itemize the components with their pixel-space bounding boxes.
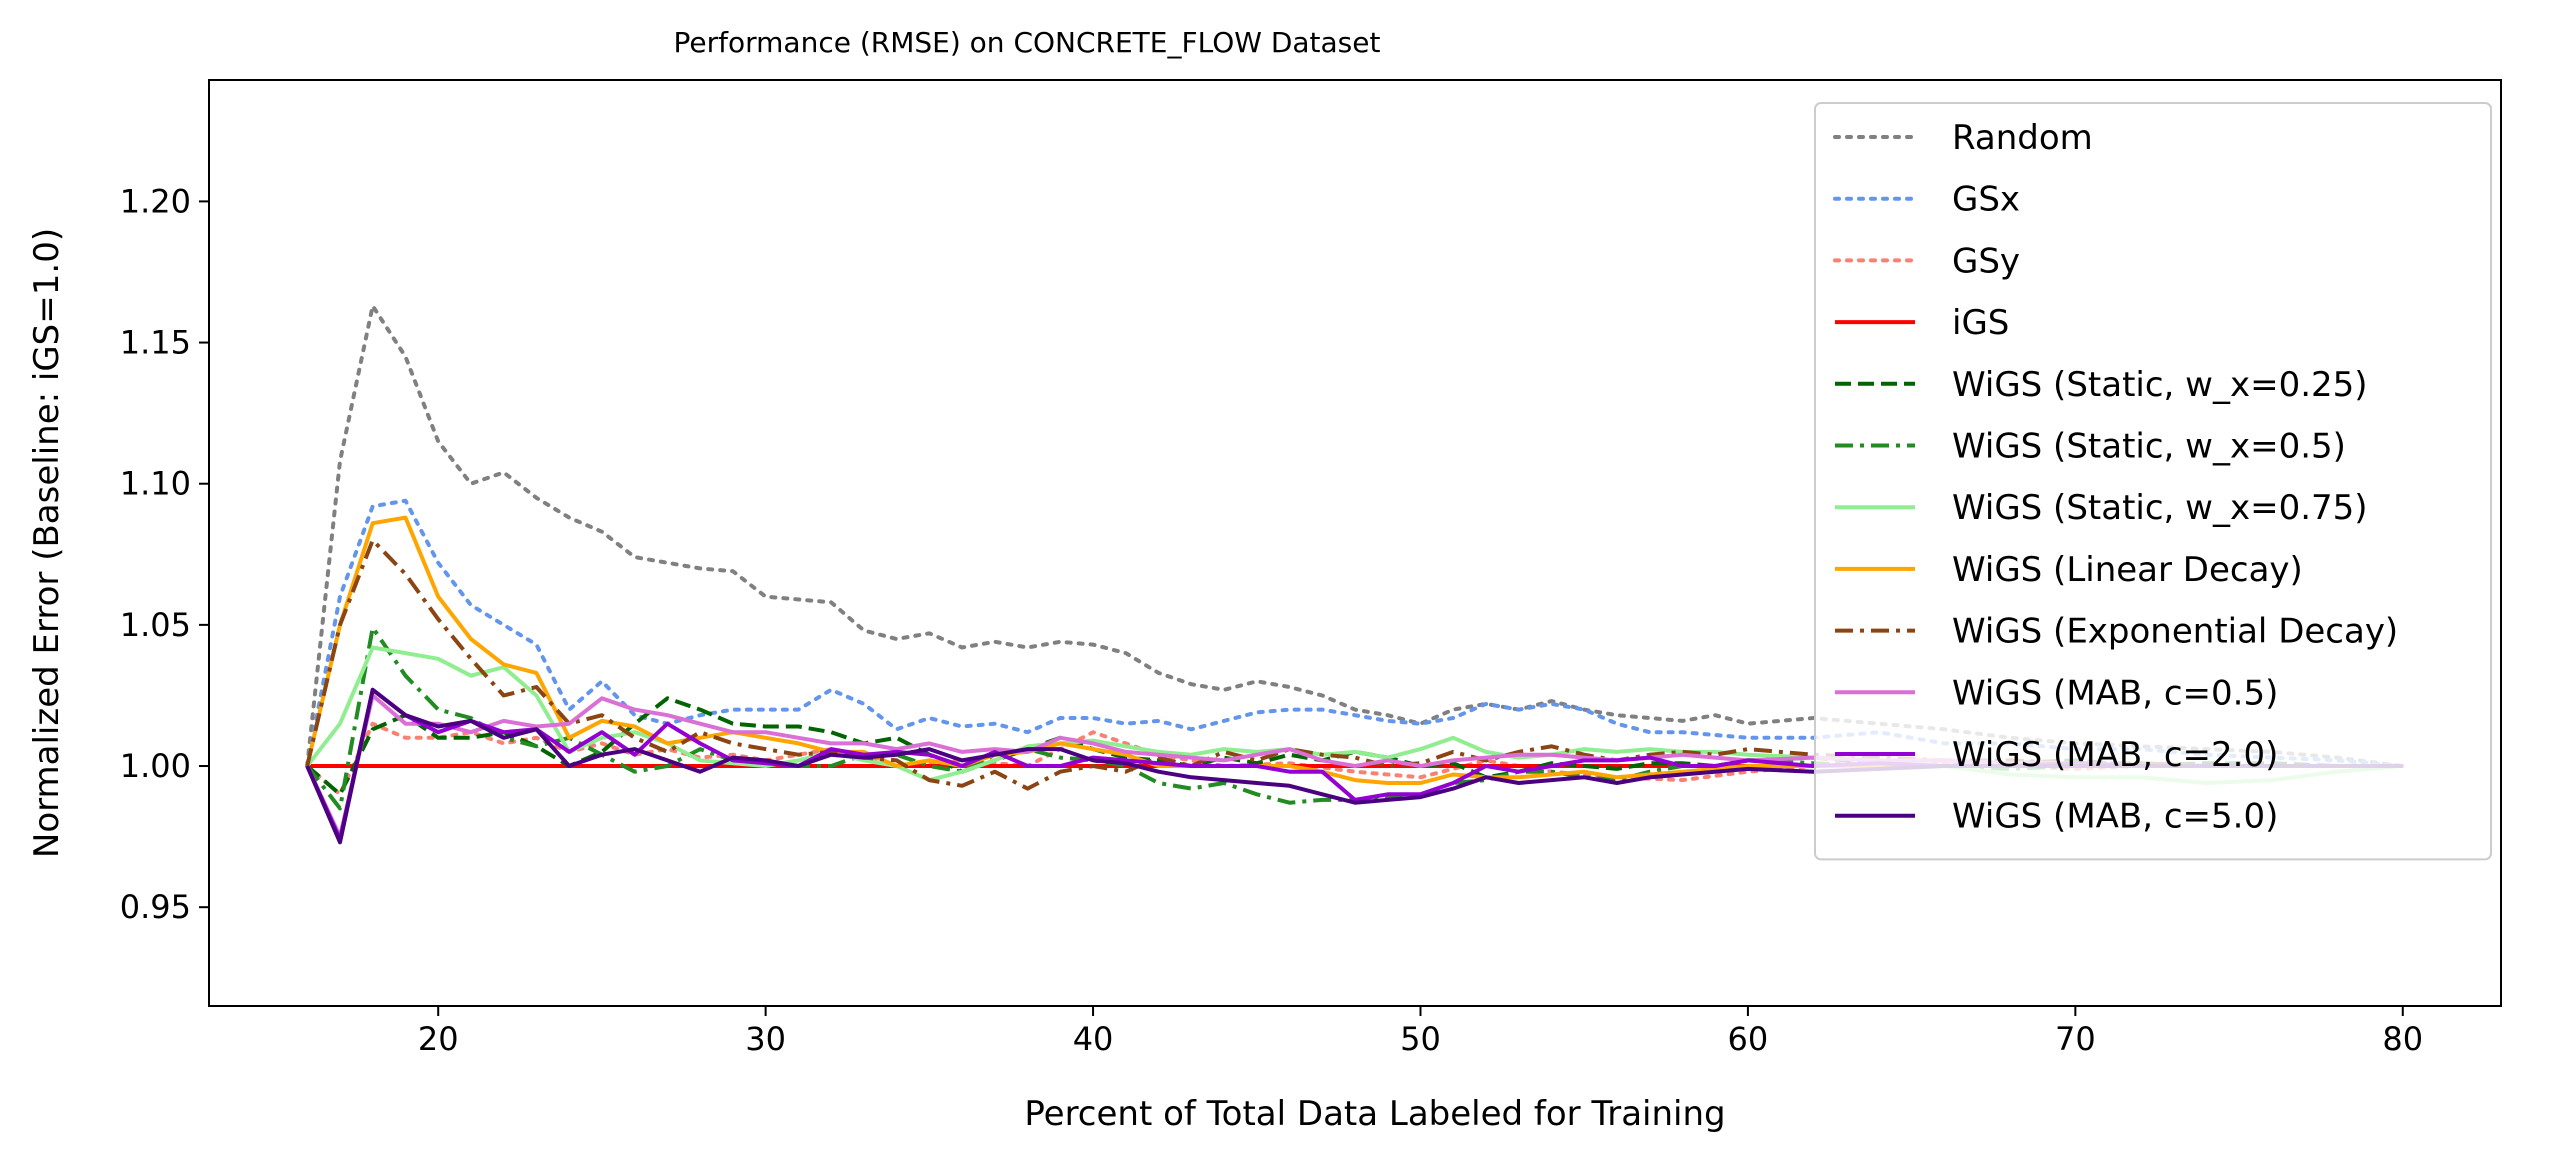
series-line-wigs-mab-c-0-5 bbox=[305, 693, 2403, 839]
x-tick-label: 60 bbox=[1728, 1020, 1769, 1058]
x-axis-label: Percent of Total Data Labeled for Traini… bbox=[1024, 1094, 1725, 1134]
x-tick-label: 40 bbox=[1073, 1020, 1114, 1058]
x-tick-label: 80 bbox=[2382, 1020, 2423, 1058]
series-line-wigs-exponential-decay bbox=[305, 538, 2403, 791]
x-tick-label: 50 bbox=[1400, 1020, 1441, 1058]
y-tick-label: 1.05 bbox=[120, 606, 191, 644]
series-line-gsy bbox=[305, 721, 2405, 797]
legend-label-wigs-exponential-decay: WiGS (Exponential Decay) bbox=[1952, 612, 2398, 652]
y-tick-label: 1.20 bbox=[120, 182, 191, 220]
x-tick-label: 20 bbox=[418, 1020, 459, 1058]
legend: Random GSx GSy iGS WiGS (Static, w_x=0.25) Wi… bbox=[1814, 102, 2492, 861]
legend-label-wigs-mab-c-5-0: WiGS (MAB, c=5.0) bbox=[1952, 797, 2278, 837]
y-tick-label: 1.15 bbox=[120, 324, 191, 362]
plot-area bbox=[208, 79, 2502, 1007]
legend-box bbox=[1814, 102, 2492, 861]
series-line-wigs-mab-c-5-0 bbox=[305, 687, 2403, 845]
legend-label-wigs-mab-c-0-5: WiGS (MAB, c=0.5) bbox=[1952, 673, 2278, 713]
series-layer bbox=[305, 303, 2405, 845]
legend-label-wigs-static-w-x-0-75: WiGS (Static, w_x=0.75) bbox=[1952, 488, 2368, 528]
legend-label-wigs-static-w-x-0-5: WiGS (Static, w_x=0.5) bbox=[1952, 427, 2346, 467]
y-tick-label: 0.95 bbox=[120, 888, 191, 926]
legend-label-wigs-linear-decay: WiGS (Linear Decay) bbox=[1952, 550, 2303, 590]
legend-label-wigs-mab-c-2-0: WiGS (MAB, c=2.0) bbox=[1952, 735, 2278, 775]
x-axis: 20 30 40 50 60 70 80 bbox=[418, 1006, 2423, 1058]
y-tick-label: 1.10 bbox=[120, 465, 191, 503]
series-line-wigs-mab-c-2-0 bbox=[305, 687, 2403, 842]
legend-label-gsy: GSy bbox=[1952, 241, 2020, 281]
chart-title: Performance (RMSE) on CONCRETE_FLOW Data… bbox=[674, 26, 1381, 59]
y-tick-label: 1.00 bbox=[120, 747, 191, 785]
legend-label-wigs-static-w-x-0-25: WiGS (Static, w_x=0.25) bbox=[1952, 365, 2368, 405]
legend-label-gsx: GSx bbox=[1952, 180, 2020, 220]
y-axis-label: Normalized Error (Baseline: iGS=1.0) bbox=[27, 228, 67, 858]
y-axis: 0.95 1.00 1.05 1.10 1.15 1.20 bbox=[120, 182, 209, 926]
series-line-gsx bbox=[305, 498, 2405, 768]
x-tick-label: 70 bbox=[2055, 1020, 2096, 1058]
x-tick-label: 30 bbox=[745, 1020, 786, 1058]
plot-frame bbox=[208, 79, 2502, 1007]
legend-label-random: Random bbox=[1952, 118, 2093, 158]
legend-label-igs: iGS bbox=[1952, 303, 2009, 343]
